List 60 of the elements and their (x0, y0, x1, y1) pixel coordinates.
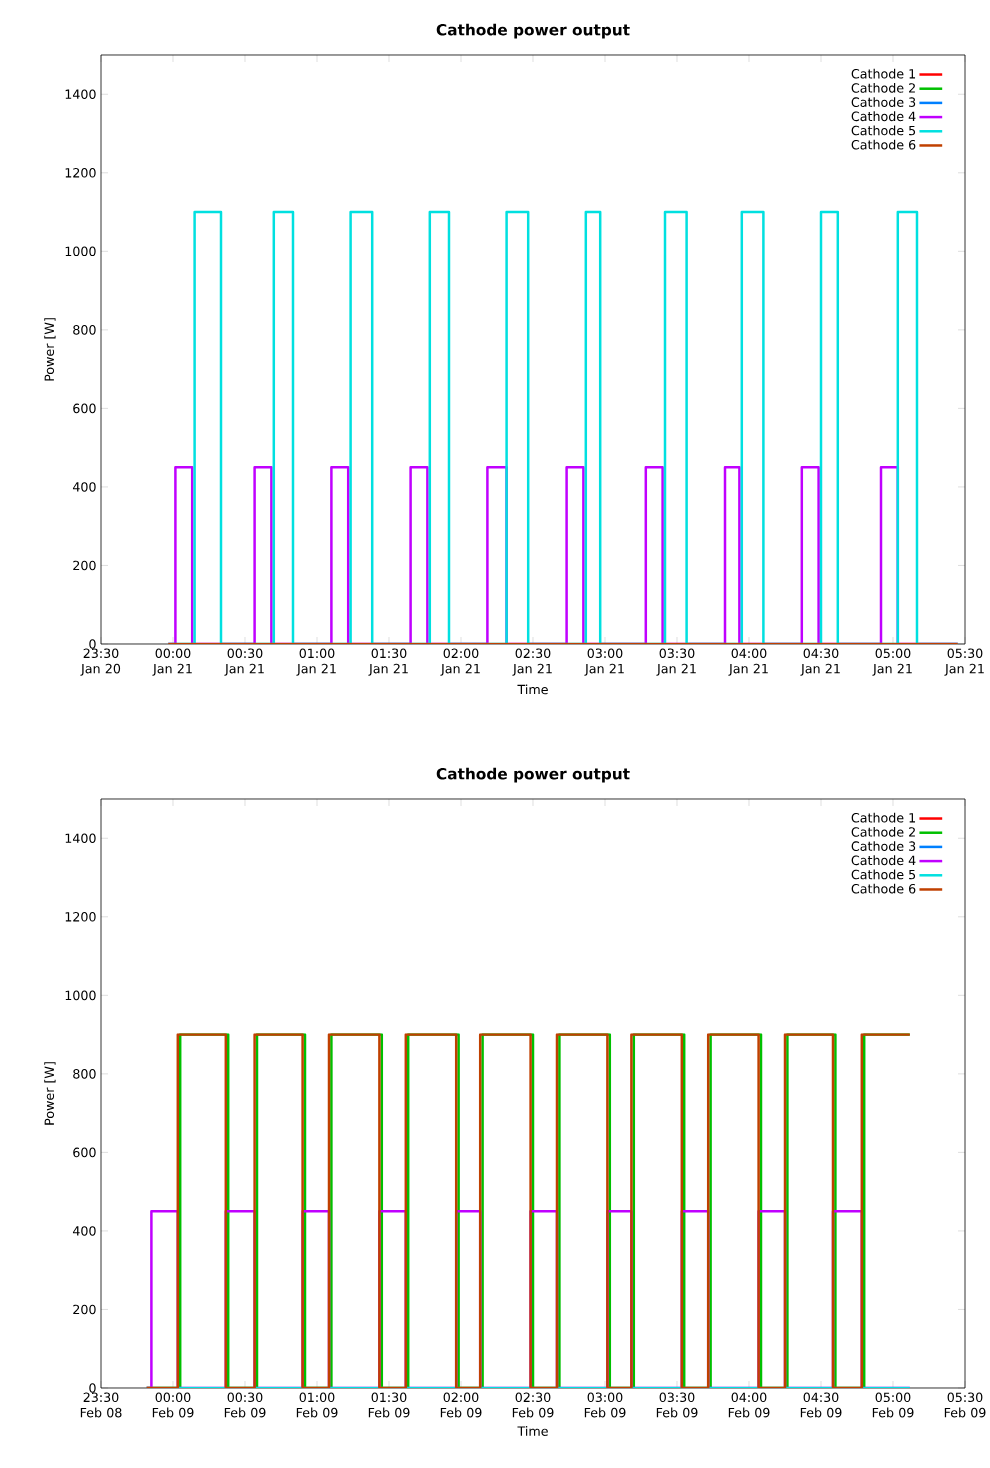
y-tick-label: 800 (73, 1069, 96, 1079)
legend-label: Cathode 2 (851, 826, 915, 837)
x-tick-label: 01:00 Jan 21 (296, 648, 336, 676)
x-axis-title: Time (517, 684, 548, 695)
x-tick-label: 04:00 Feb 09 (728, 1392, 770, 1418)
y-tick-label: 1000 (65, 246, 96, 257)
x-tick-label: 03:30 Feb 09 (656, 1392, 698, 1418)
chart-title: Cathode power output (436, 767, 630, 783)
x-tick-label: 02:00 Feb 09 (440, 1392, 482, 1418)
y-tick-label: 200 (73, 560, 96, 571)
x-tick-label: 23:30 Feb 08 (80, 1392, 122, 1418)
x-tick-label: 02:30 Feb 09 (512, 1392, 554, 1418)
x-tick-label: 05:30 Jan 21 (944, 648, 984, 676)
y-tick-label: 800 (73, 325, 96, 335)
legend-label: Cathode 5 (851, 125, 916, 136)
y-tick-label: 1200 (65, 912, 96, 922)
x-tick-label: 04:00 Jan 21 (728, 648, 768, 676)
y-axis-title: Power [W] (44, 1062, 56, 1125)
x-tick-label: 00:00 Jan 21 (152, 648, 192, 676)
x-tick-label: 05:00 Feb 09 (872, 1392, 914, 1418)
legend-label: Cathode 6 (851, 883, 916, 894)
y-tick-label: 600 (73, 1147, 96, 1158)
y-tick-label: 1400 (65, 833, 96, 844)
x-tick-label: 01:30 Feb 09 (368, 1392, 410, 1418)
y-tick-label: 200 (73, 1304, 96, 1315)
y-tick-label: 1400 (65, 89, 96, 100)
y-tick-label: 0 (89, 1383, 96, 1393)
x-axis-title: Time (517, 1426, 548, 1436)
legend-label: Cathode 5 (851, 869, 916, 880)
x-tick-label: 00:30 Feb 09 (224, 1392, 266, 1418)
chart-title: Cathode power output (436, 23, 630, 39)
y-tick-label: 600 (73, 403, 96, 414)
x-tick-label: 05:30 Feb 09 (944, 1392, 986, 1418)
x-tick-label: 00:00 Feb 09 (152, 1392, 194, 1418)
x-tick-label: 05:00 Jan 21 (872, 648, 912, 676)
legend-label: Cathode 4 (851, 855, 916, 866)
y-tick-label: 1200 (65, 167, 96, 178)
x-tick-label: 03:30 Jan 21 (656, 648, 696, 676)
y-tick-label: 400 (72, 482, 96, 492)
legend-label: Cathode 3 (851, 97, 916, 107)
legend-label: Cathode 1 (851, 68, 916, 79)
legend-label: Cathode 6 (851, 139, 916, 150)
x-tick-label: 04:30 Feb 09 (800, 1392, 842, 1418)
x-tick-label: 03:00 Feb 09 (584, 1392, 626, 1418)
y-tick-label: 1000 (65, 990, 96, 1001)
legend-label: Cathode 2 (851, 82, 915, 93)
legend-label: Cathode 4 (851, 111, 916, 122)
x-tick-label: 01:00 Feb 09 (296, 1392, 338, 1418)
x-tick-label: 02:30 Jan 21 (512, 648, 552, 676)
y-axis-title: Power [W] (44, 318, 56, 381)
y-tick-label: 0 (89, 639, 96, 649)
y-tick-label: 400 (72, 1226, 96, 1236)
x-tick-label: 23:30 Jan 20 (80, 648, 121, 676)
x-tick-label: 03:00 Jan 21 (584, 648, 624, 676)
x-tick-label: 01:30 Jan 21 (368, 648, 408, 676)
legend-label: Cathode 1 (851, 812, 916, 823)
x-tick-label: 04:30 Jan 21 (800, 648, 840, 676)
legend-label: Cathode 3 (851, 841, 916, 851)
x-tick-label: 00:30 Jan 21 (224, 648, 264, 676)
x-tick-label: 02:00 Jan 21 (440, 648, 480, 676)
